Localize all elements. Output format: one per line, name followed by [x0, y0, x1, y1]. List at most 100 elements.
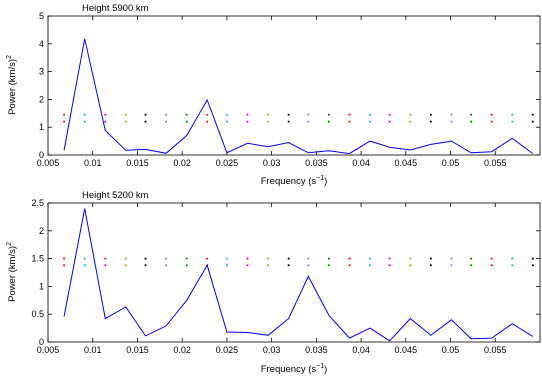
- marker-dot: [531, 264, 534, 267]
- x-tick-label: 0.05: [442, 158, 460, 168]
- marker-dot: [429, 113, 432, 116]
- y-tick-label: 2: [39, 226, 44, 236]
- x-tick-label: 0.035: [305, 158, 328, 168]
- marker-dot: [388, 264, 391, 267]
- marker-dots: [63, 113, 534, 123]
- x-axis: 0.005 0.01 0.015 0.02 0.025 0.03 0.035 0.04 0.04…: [37, 16, 507, 168]
- x-tick-label: 0.04: [352, 345, 370, 355]
- marker-dot: [104, 113, 107, 116]
- x-tick-label: 0.02: [173, 345, 191, 355]
- marker-dot: [388, 257, 391, 260]
- marker-dot: [450, 264, 453, 267]
- marker-dot: [185, 120, 188, 123]
- marker-dot: [104, 264, 107, 267]
- marker-dot: [388, 120, 391, 123]
- y-tick-label: 5: [39, 11, 44, 21]
- x-tick-label: 0.055: [484, 345, 507, 355]
- x-axis-label: Frequency (s−1): [261, 175, 328, 187]
- marker-dot: [409, 257, 412, 260]
- x-tick-label: 0.045: [395, 345, 418, 355]
- marker-dot: [144, 113, 147, 116]
- marker-dot: [327, 120, 330, 123]
- marker-dot: [429, 257, 432, 260]
- marker-dot: [63, 113, 66, 116]
- panel-height-5900: Height 5900 km 0 1 2 3 4 5 0.005 0.01 0.015 0.02…: [6, 3, 541, 187]
- marker-dot: [144, 257, 147, 260]
- x-tick-label: 0.05: [442, 345, 460, 355]
- marker-dot: [185, 264, 188, 267]
- marker-dot: [348, 257, 351, 260]
- marker-dot: [429, 120, 432, 123]
- marker-dot: [267, 113, 269, 116]
- marker-dot: [490, 264, 493, 267]
- marker-dot: [511, 113, 514, 116]
- marker-dot: [267, 120, 269, 123]
- marker-dot: [246, 264, 249, 267]
- marker-dot: [327, 264, 330, 267]
- marker-dot: [450, 113, 453, 116]
- marker-dot: [144, 264, 147, 267]
- marker-dot: [246, 120, 249, 123]
- x-tick-label: 0.025: [216, 158, 239, 168]
- marker-dot: [63, 120, 66, 123]
- y-tick-label: 2: [39, 94, 44, 104]
- marker-dot: [327, 257, 330, 260]
- marker-dot: [206, 113, 209, 116]
- marker-dot: [369, 113, 371, 116]
- marker-dot: [83, 257, 86, 260]
- x-axis: 0.005 0.01 0.015 0.02 0.025 0.03 0.035 0.04 0.04…: [37, 203, 507, 355]
- marker-dot: [287, 120, 290, 123]
- marker-dot: [307, 257, 310, 260]
- marker-dot: [104, 257, 107, 260]
- marker-dot: [226, 113, 228, 116]
- series-line: [63, 38, 534, 155]
- y-axis-label: Power (km/s)2: [6, 55, 18, 115]
- marker-dot: [287, 257, 290, 260]
- marker-dot: [307, 264, 310, 267]
- marker-dot: [246, 257, 249, 260]
- marker-dot: [490, 120, 493, 123]
- x-tick-label: 0.005: [37, 345, 60, 355]
- marker-dot: [511, 264, 514, 267]
- marker-dot: [206, 120, 209, 123]
- y-tick-label: 2.5: [31, 198, 44, 208]
- marker-dot: [83, 113, 86, 116]
- marker-dot: [470, 257, 473, 260]
- marker-dot: [144, 120, 147, 123]
- marker-dot: [226, 257, 228, 260]
- x-tick-label: 0.04: [352, 158, 370, 168]
- marker-dot: [348, 120, 351, 123]
- marker-dot: [185, 257, 188, 260]
- panel-height-5200: Height 5200 km 00.511.522.5 0.005 0.01 0.0…: [6, 190, 541, 375]
- y-tick-label: 1: [39, 281, 44, 291]
- marker-dot: [185, 113, 188, 116]
- marker-dot: [409, 264, 412, 267]
- y-tick-label: 1.5: [31, 254, 44, 264]
- x-tick-label: 0.03: [263, 345, 281, 355]
- marker-dot: [287, 113, 290, 116]
- marker-dot: [63, 257, 66, 260]
- marker-dot: [83, 120, 86, 123]
- marker-dot: [307, 113, 310, 116]
- marker-dot: [490, 257, 493, 260]
- panel-title: Height 5900 km: [82, 3, 149, 14]
- marker-dot: [267, 264, 269, 267]
- plot-frame: [47, 202, 541, 343]
- marker-dot: [470, 113, 473, 116]
- x-tick-label: 0.01: [84, 158, 102, 168]
- marker-dot: [531, 257, 534, 260]
- marker-dot: [63, 264, 66, 267]
- series-line: [63, 208, 534, 342]
- marker-dot: [369, 264, 371, 267]
- y-axis-label: Power (km/s)2: [6, 242, 18, 302]
- marker-dot: [369, 120, 371, 123]
- y-axis: 0 0.5 1 1.5 2 2.5: [31, 198, 540, 347]
- marker-dot: [165, 264, 167, 267]
- marker-dot: [531, 120, 534, 123]
- marker-dot: [124, 120, 127, 123]
- marker-dots: [63, 257, 534, 267]
- x-tick-label: 0.03: [263, 158, 281, 168]
- marker-dot: [165, 113, 167, 116]
- marker-dot: [388, 113, 391, 116]
